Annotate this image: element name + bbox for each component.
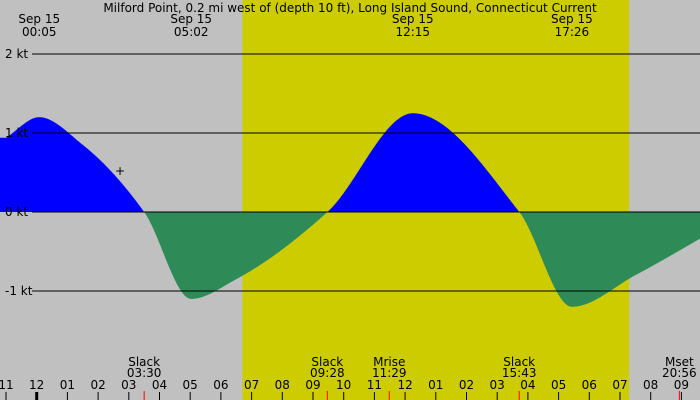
hour-label: 02 [90, 378, 105, 392]
hour-label: 01 [428, 378, 443, 392]
hour-label: 12 [397, 378, 412, 392]
hour-label: 04 [152, 378, 167, 392]
hour-label: 09 [305, 378, 320, 392]
flood-area [0, 117, 145, 212]
ebb-area [519, 212, 700, 307]
event-label: Mrise [373, 355, 405, 369]
hour-label: 03 [121, 378, 136, 392]
extrema-time: 17:26 [555, 25, 590, 39]
event-label: Slack [503, 355, 535, 369]
hour-label: 05 [551, 378, 566, 392]
chart-title: Milford Point, 0.2 mi west of (depth 10 … [103, 1, 597, 15]
event-time: 03:30 [127, 366, 162, 380]
hour-label: 11 [0, 378, 14, 392]
event-time: 11:29 [372, 366, 407, 380]
event-label: Slack [311, 355, 343, 369]
current-areas [0, 113, 700, 307]
ebb-area [144, 212, 328, 299]
hour-label: 02 [459, 378, 474, 392]
extrema-date: Sep 15 [170, 12, 212, 26]
hour-label: 06 [213, 378, 228, 392]
extrema-time: 12:15 [395, 25, 430, 39]
hour-label: 09 [674, 378, 689, 392]
hour-axis: 11 12 01 02 03 04 05 06 07 08 09 10 11 12 01 02 03 04 05 06… [0, 378, 689, 400]
hour-label: 12 [29, 378, 44, 392]
hour-label: 01 [60, 378, 75, 392]
hour-label: 08 [643, 378, 658, 392]
event-label: Slack [128, 355, 160, 369]
y-tick-label: 2 kt [5, 47, 28, 61]
hour-label: 07 [244, 378, 259, 392]
extrema-time: 05:02 [174, 25, 209, 39]
extrema-time: 00:05 [22, 25, 57, 39]
flood-area [327, 113, 520, 212]
hour-label: 11 [367, 378, 382, 392]
event-time: 09:28 [310, 366, 345, 380]
extrema-date: Sep 15 [392, 12, 434, 26]
hour-label: 08 [275, 378, 290, 392]
extrema-date: Sep 15 [551, 12, 593, 26]
y-tick-label: 1 kt [5, 126, 28, 140]
hour-label: 06 [582, 378, 597, 392]
y-axis-labels: 2 kt 1 kt 0 kt -1 kt [5, 47, 33, 298]
event-time: 20:56 [662, 366, 697, 380]
hour-label: 04 [520, 378, 535, 392]
extrema-date: Sep 15 [18, 12, 60, 26]
y-tick-label: -1 kt [5, 284, 33, 298]
hour-label: 05 [183, 378, 198, 392]
grid-lines [32, 53, 700, 292]
event-time: 15:43 [502, 366, 537, 380]
hour-label: 10 [336, 378, 351, 392]
cursor-crosshair: + [115, 164, 125, 178]
event-labels: Slack03:30Slack09:28Mrise11:29Slack15:43… [127, 355, 697, 400]
y-tick-label: 0 kt [5, 205, 28, 219]
event-label: Mset [665, 355, 694, 369]
hour-label: 03 [490, 378, 505, 392]
hour-label: 07 [612, 378, 627, 392]
